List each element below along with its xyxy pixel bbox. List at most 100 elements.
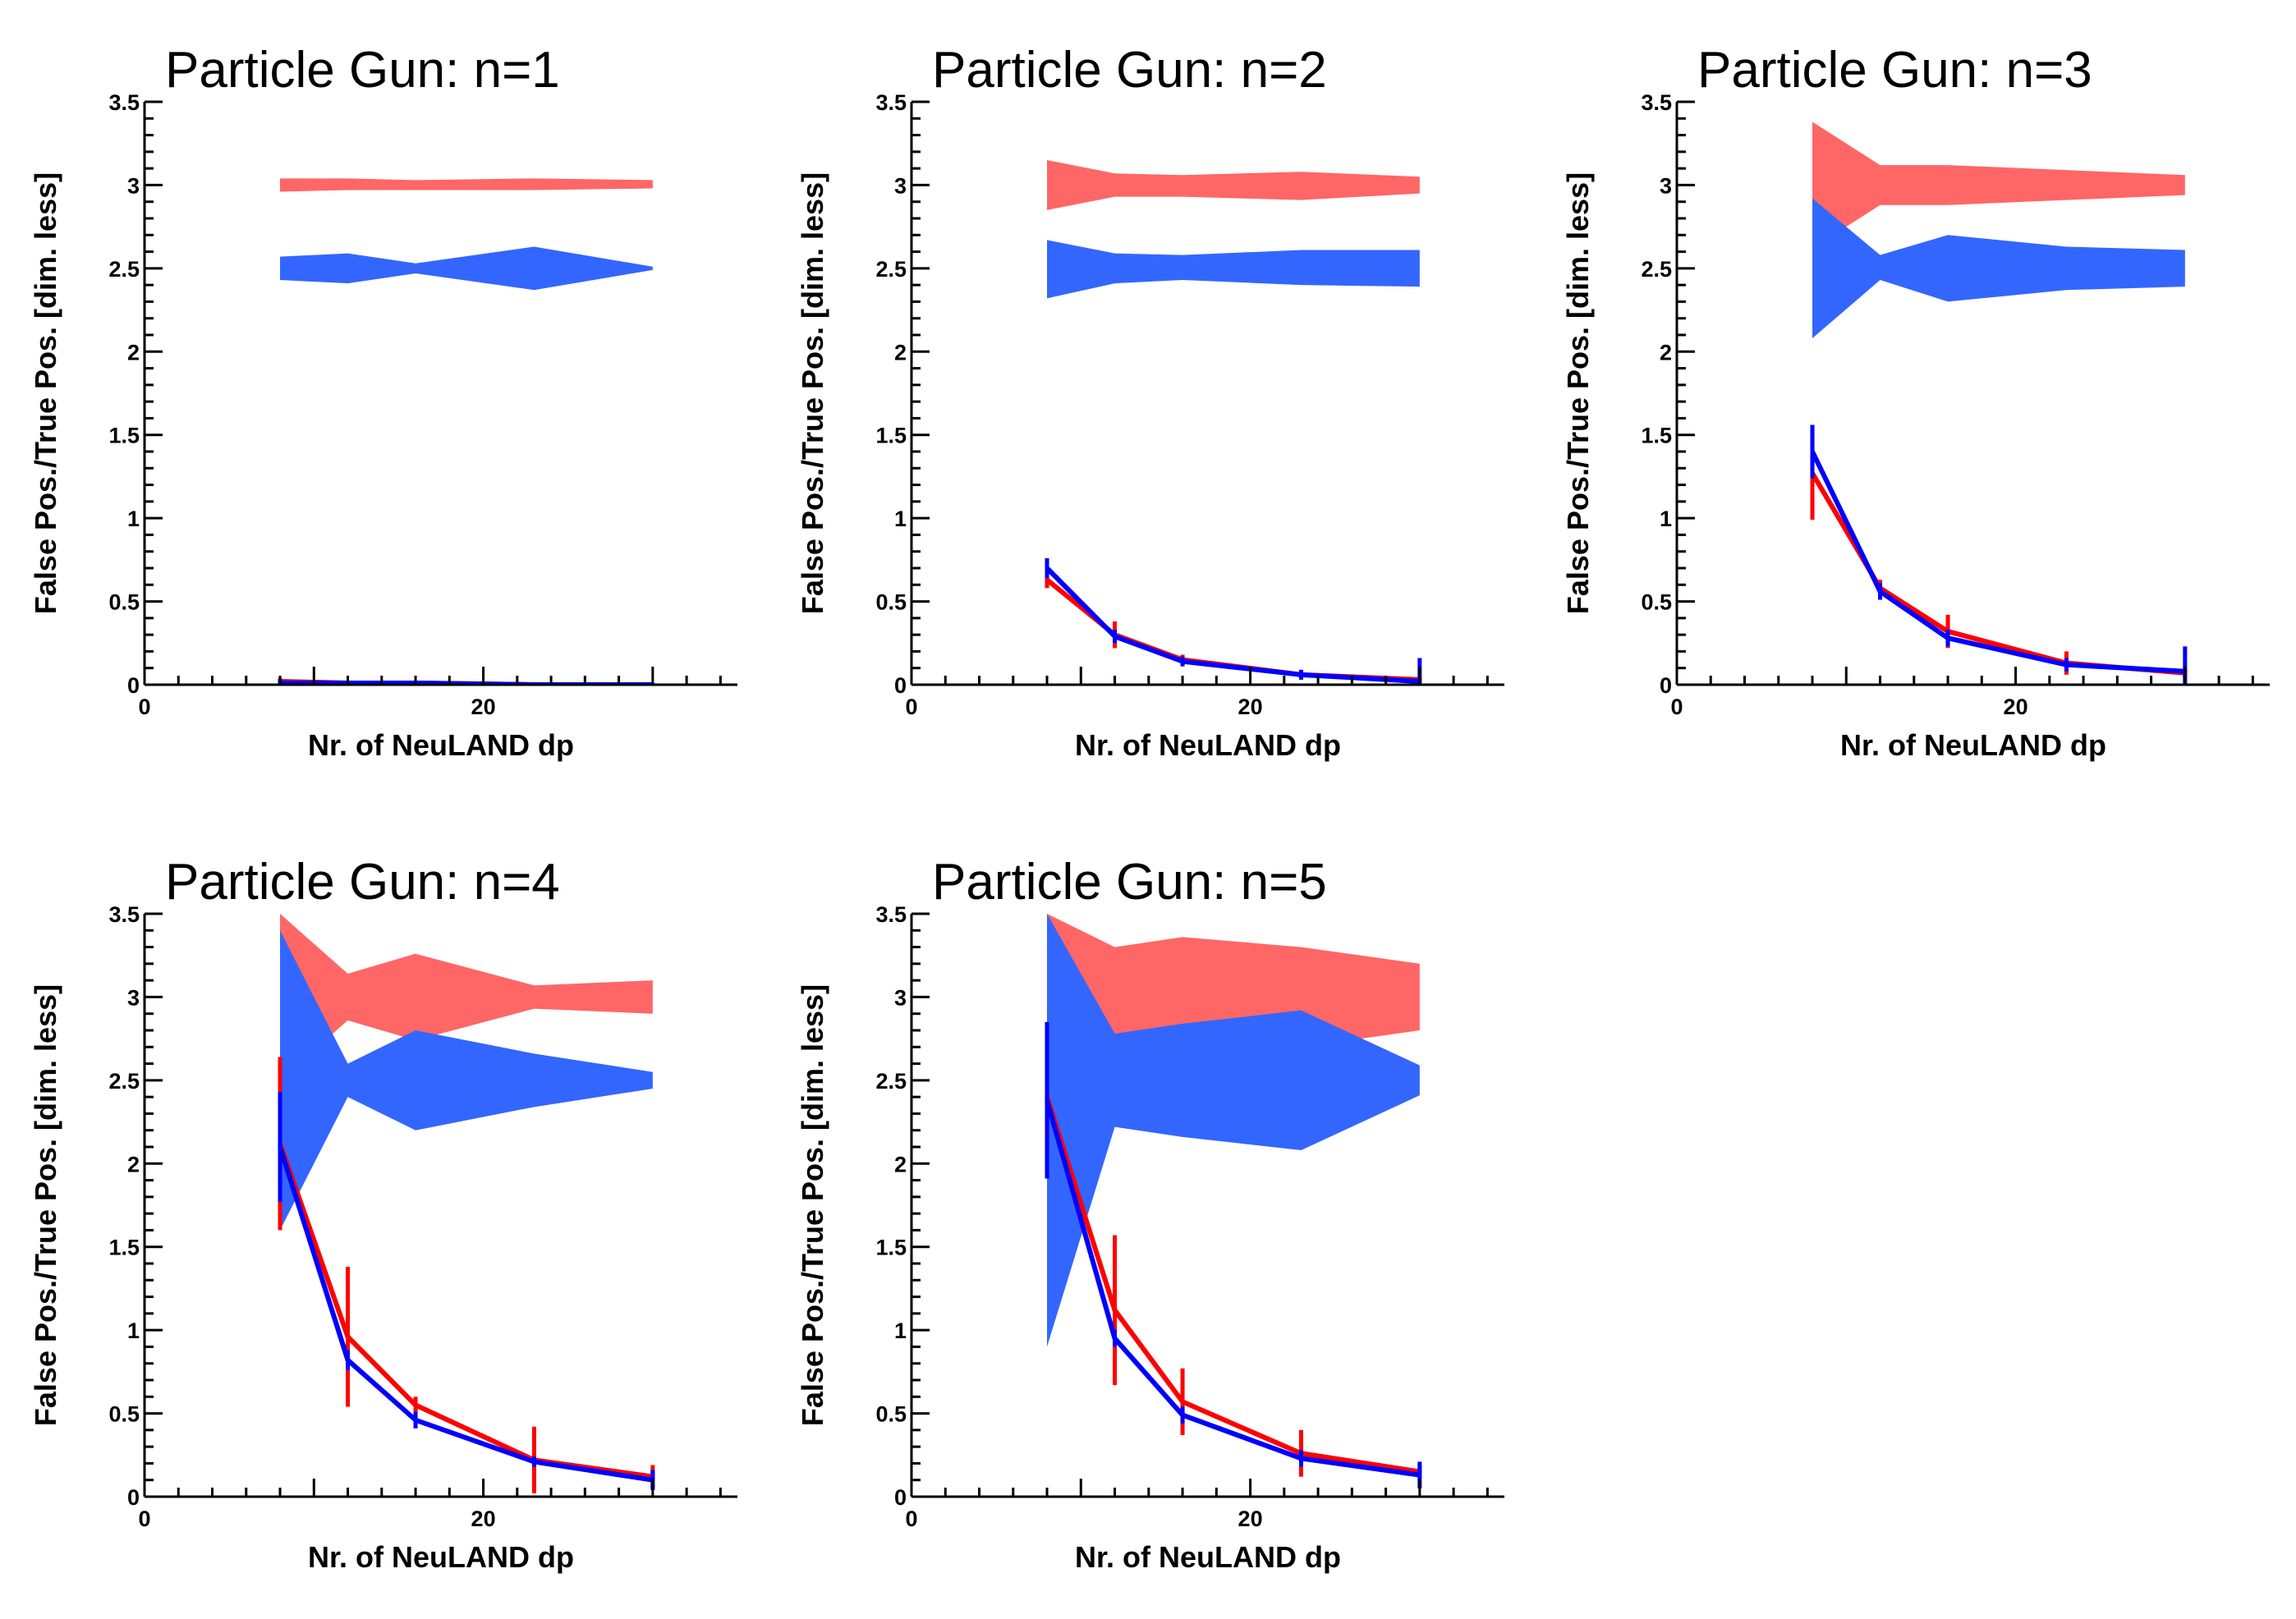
data-point-red xyxy=(1045,577,1049,582)
y-tick-label: 2.5 xyxy=(875,1069,907,1094)
data-point-blue xyxy=(1045,1098,1049,1103)
plot-area xyxy=(278,914,655,1493)
y-tick-label: 3 xyxy=(894,173,907,198)
y-tick-label: 0 xyxy=(1660,673,1672,698)
data-point-blue xyxy=(1810,449,1815,454)
y-tick-label: 0.5 xyxy=(108,1402,140,1427)
y-tick-label: 1.5 xyxy=(108,424,140,448)
band-blue xyxy=(1047,914,1420,1347)
y-tick-label: 0 xyxy=(127,1485,140,1510)
x-axis-label: Nr. of NeuLAND dp xyxy=(1840,728,2106,762)
y-tick-label: 3.5 xyxy=(108,90,140,115)
data-point-blue xyxy=(1113,634,1118,639)
plot-area xyxy=(1810,122,2188,685)
x-axis-label: Nr. of NeuLAND dp xyxy=(308,728,574,762)
panel-title: Particle Gun: n=3 xyxy=(1697,42,2092,99)
band-red xyxy=(280,914,653,1080)
y-tick-label: 0.5 xyxy=(875,590,907,615)
x-tick-label: 20 xyxy=(471,695,496,719)
x-tick-label: 20 xyxy=(2004,695,2028,719)
panel-1: 0 20 0 0.5 1 1.5 2 2.5 3 3.5 Nr. of NeuLAND dp Fals… xyxy=(29,42,737,762)
y-tick-label: 0.5 xyxy=(875,1402,907,1427)
panel-3: 0 20 0 0.5 1 1.5 2 2.5 3 3.5 Nr. of NeuLAND dp Fals… xyxy=(1561,42,2270,762)
x-tick-label: 0 xyxy=(905,1507,917,1531)
data-point-blue xyxy=(1417,1473,1422,1478)
y-tick-label: 0 xyxy=(894,673,907,698)
y-tick-label: 2 xyxy=(894,1152,907,1176)
y-axis-label: False Pos./True Pos. [dim. less] xyxy=(29,984,62,1426)
y-axis-label: False Pos./True Pos. [dim. less] xyxy=(29,172,62,614)
y-tick-label: 1.5 xyxy=(1641,424,1672,448)
band-blue xyxy=(1812,198,2185,339)
series-line-red xyxy=(278,1142,654,1479)
y-tick-label: 3.5 xyxy=(875,902,907,927)
y-tick-label: 3 xyxy=(127,985,140,1010)
data-point-blue xyxy=(1298,672,1303,677)
y-tick-label: 2 xyxy=(1660,340,1672,365)
y-tick-label: 0.5 xyxy=(108,590,140,615)
y-tick-label: 2 xyxy=(894,340,907,365)
x-tick-label: 20 xyxy=(1238,695,1263,719)
y-tick-label: 3.5 xyxy=(108,902,140,927)
x-tick-label: 0 xyxy=(1670,695,1683,719)
data-point-blue xyxy=(1298,1456,1303,1461)
y-tick-label: 2.5 xyxy=(108,257,140,282)
y-tick-label: 3 xyxy=(127,173,140,198)
y-tick-label: 0 xyxy=(894,1485,907,1510)
panel-title: Particle Gun: n=5 xyxy=(932,854,1327,910)
y-tick-label: 1 xyxy=(127,507,140,531)
y-tick-label: 2.5 xyxy=(108,1069,140,1094)
data-point-blue xyxy=(531,1459,536,1464)
y-tick-label: 2 xyxy=(127,340,140,365)
x-tick-label: 0 xyxy=(138,1507,150,1531)
band-red xyxy=(1047,160,1420,210)
data-point-blue xyxy=(1878,589,1883,594)
band-blue xyxy=(280,246,653,291)
panel-title: Particle Gun: n=4 xyxy=(165,854,560,910)
y-tick-label: 1.5 xyxy=(875,424,907,448)
data-point-blue xyxy=(1045,566,1049,571)
y-tick-label: 1.5 xyxy=(875,1236,907,1260)
y-axis-label: False Pos./True Pos. [dim. less] xyxy=(796,984,829,1426)
panel-4: 0 20 0 0.5 1 1.5 2 2.5 3 3.5 Nr. of NeuLAND dp Fals… xyxy=(29,854,737,1574)
band-blue xyxy=(1047,240,1420,299)
data-point-blue xyxy=(1180,1413,1185,1418)
x-tick-label: 0 xyxy=(138,695,150,719)
y-axis-label: False Pos./True Pos. [dim. less] xyxy=(796,172,829,614)
y-tick-label: 3.5 xyxy=(875,90,907,115)
y-tick-label: 2 xyxy=(127,1152,140,1176)
band-red xyxy=(280,178,653,192)
y-tick-label: 1 xyxy=(1660,507,1672,531)
plot-area xyxy=(1045,914,1422,1488)
y-tick-label: 1.5 xyxy=(108,1236,140,1260)
y-tick-label: 0 xyxy=(127,673,140,698)
panel-title: Particle Gun: n=2 xyxy=(932,42,1327,99)
data-point-blue xyxy=(2064,663,2069,667)
data-point-blue xyxy=(278,1144,282,1149)
data-point-blue xyxy=(413,1418,418,1423)
data-point-blue xyxy=(1180,659,1185,664)
series-line-blue xyxy=(1810,450,2186,674)
band-red xyxy=(1812,122,2185,249)
y-tick-label: 1 xyxy=(894,1319,907,1343)
x-tick-label: 20 xyxy=(471,1507,496,1531)
y-tick-label: 3.5 xyxy=(1641,90,1672,115)
band-blue xyxy=(280,930,653,1231)
panel-5: 0 20 0 0.5 1 1.5 2 2.5 3 3.5 Nr. of NeuLAND dp Fals… xyxy=(796,854,1504,1574)
x-tick-label: 20 xyxy=(1238,1507,1263,1531)
x-axis-label: Nr. of NeuLAND dp xyxy=(1075,1540,1341,1574)
y-tick-label: 3 xyxy=(1660,173,1672,198)
data-point-blue xyxy=(1113,1336,1118,1341)
y-tick-label: 2.5 xyxy=(1641,257,1672,282)
y-tick-label: 1 xyxy=(127,1319,140,1343)
x-tick-label: 0 xyxy=(905,695,917,719)
series-line-red xyxy=(1810,471,2186,676)
plot-area xyxy=(1045,160,1422,685)
y-tick-label: 0.5 xyxy=(1641,590,1672,615)
data-point-red xyxy=(1113,1308,1118,1313)
panel-2: 0 20 0 0.5 1 1.5 2 2.5 3 3.5 Nr. of NeuLAND dp Fals… xyxy=(796,42,1504,762)
y-tick-label: 1 xyxy=(894,507,907,531)
data-point-blue xyxy=(346,1358,351,1363)
x-axis-label: Nr. of NeuLAND dp xyxy=(308,1540,574,1574)
